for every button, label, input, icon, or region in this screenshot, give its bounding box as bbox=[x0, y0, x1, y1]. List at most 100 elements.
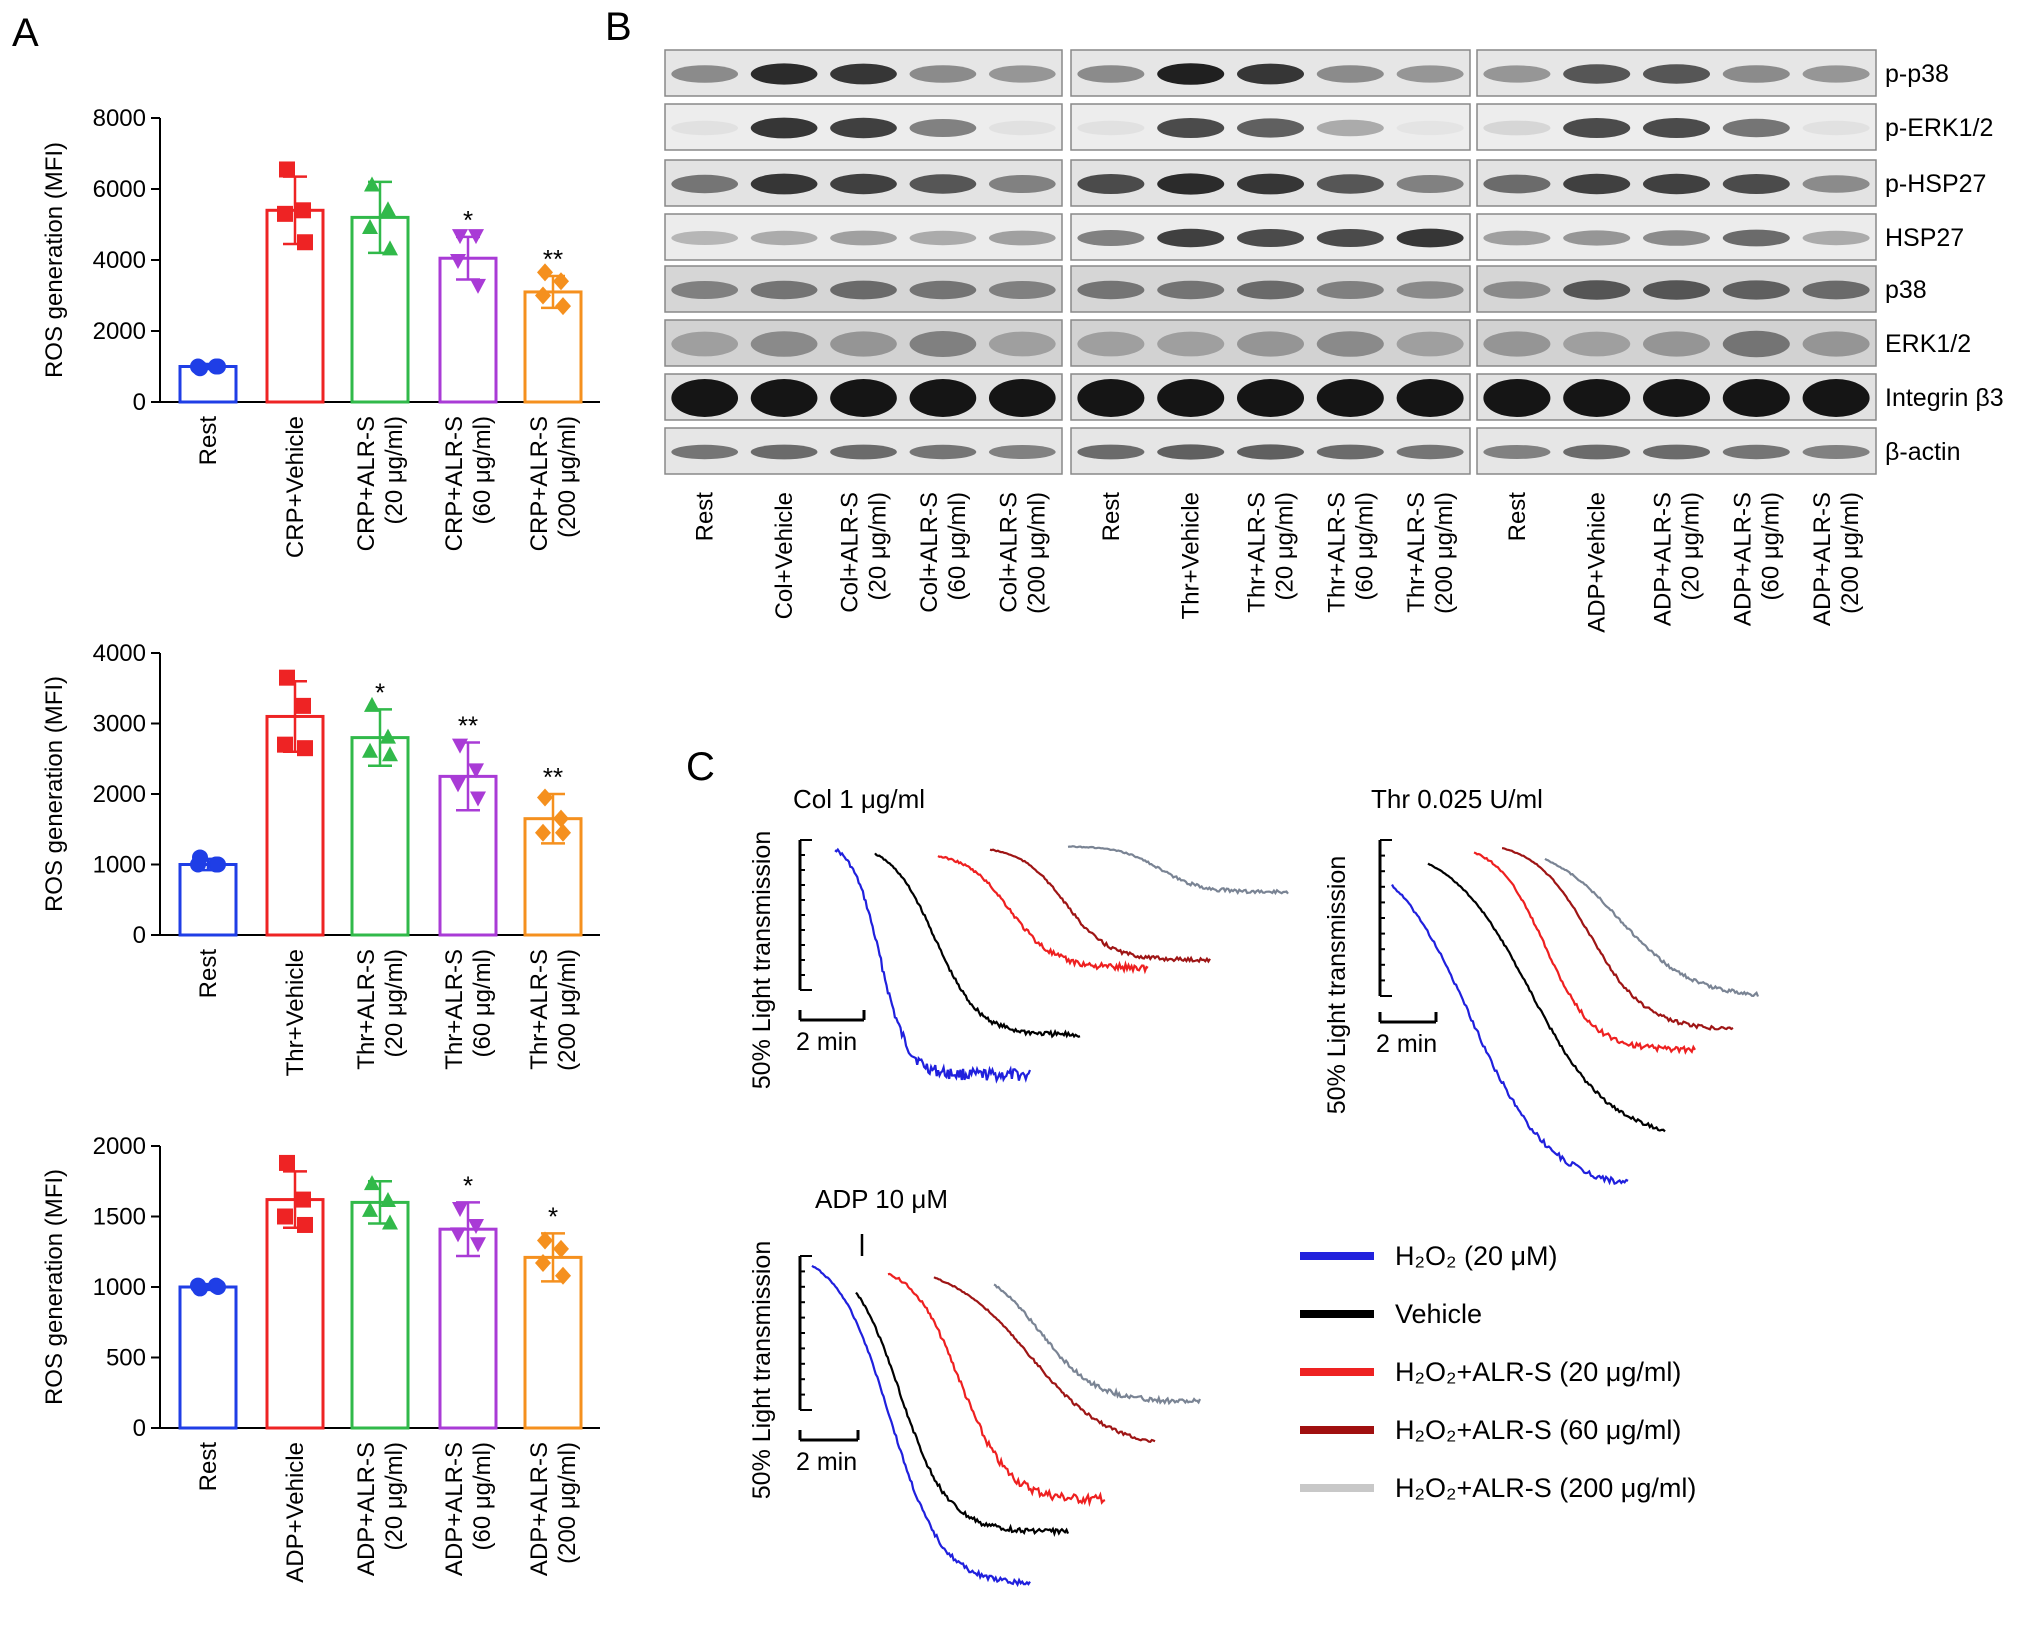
legend-label: H₂O₂+ALR-S (60 μg/ml) bbox=[1395, 1415, 1681, 1445]
significance-label: ** bbox=[543, 762, 563, 792]
blot-band bbox=[1722, 280, 1790, 300]
legend-label: Vehicle bbox=[1395, 1299, 1482, 1329]
lane-label: (200 μg/ml) bbox=[1431, 492, 1458, 614]
blot-band bbox=[1396, 228, 1464, 248]
blot-band bbox=[909, 379, 977, 417]
aggregation-trace bbox=[989, 848, 1211, 964]
light-transmission-label: 50% Light transmission bbox=[748, 831, 776, 1089]
lane-label: (60 μg/ml) bbox=[1757, 492, 1784, 601]
lane-label: (20 μg/ml) bbox=[865, 492, 892, 601]
aggregation-trace-panel: 2 min ADP 10 μM 50% Light transmission bbox=[748, 1184, 1202, 1588]
blot-row-label: p-p38 bbox=[1885, 60, 1949, 88]
data-point bbox=[190, 856, 206, 873]
blot-band bbox=[1157, 331, 1225, 357]
category-label: Thr+ALR-S bbox=[526, 949, 553, 1070]
lane-label: Thr+ALR-S bbox=[1323, 492, 1350, 613]
blot-band bbox=[1316, 331, 1384, 357]
bar bbox=[523, 1255, 583, 1430]
blot-row: HSP27 bbox=[664, 213, 1964, 261]
blot-row: ERK1/2 bbox=[664, 319, 1971, 367]
data-point bbox=[468, 763, 484, 779]
blot-band bbox=[1483, 331, 1551, 357]
y-tick-label: 1000 bbox=[93, 1274, 146, 1301]
blot-band bbox=[1563, 444, 1631, 460]
blot-band bbox=[1157, 118, 1225, 138]
category-label: CRP+ALR-S bbox=[353, 416, 380, 551]
data-point bbox=[210, 1279, 226, 1295]
bar bbox=[178, 365, 238, 404]
data-point bbox=[553, 1239, 569, 1258]
blot-band bbox=[671, 379, 739, 417]
data-point bbox=[277, 1208, 293, 1225]
data-point bbox=[380, 201, 396, 217]
blot-band bbox=[1316, 119, 1384, 137]
blot-band bbox=[909, 65, 977, 83]
blot-band bbox=[1642, 118, 1711, 138]
lane-label: Thr+ALR-S bbox=[1244, 492, 1271, 613]
blot-band bbox=[988, 445, 1056, 459]
lane-label: ADP+ALR-S bbox=[1729, 492, 1756, 626]
bar bbox=[350, 1200, 410, 1430]
y-axis-label: ROS generation (MFI) bbox=[41, 142, 68, 378]
bar bbox=[178, 863, 238, 937]
category-label: CRP+ALR-S bbox=[441, 416, 468, 551]
blot-band bbox=[1642, 444, 1711, 460]
legend-label: H₂O₂ (20 μM) bbox=[1395, 1241, 1558, 1271]
blot-row: p-p38 bbox=[664, 49, 1949, 97]
category-label: Thr+Vehicle bbox=[282, 949, 309, 1076]
significance-label: * bbox=[375, 677, 385, 707]
blot-band bbox=[1802, 120, 1870, 136]
category-label: Thr+ALR-S bbox=[353, 949, 380, 1070]
blot-band bbox=[1077, 331, 1145, 357]
blot-band bbox=[1722, 379, 1790, 417]
blot-band bbox=[1157, 379, 1225, 417]
category-label: Rest bbox=[195, 1442, 222, 1492]
category-label: CRP+ALR-S bbox=[526, 416, 553, 551]
legend-swatch bbox=[1300, 1310, 1374, 1318]
legend-label: H₂O₂+ALR-S (200 μg/ml) bbox=[1395, 1473, 1696, 1503]
data-point bbox=[364, 1175, 380, 1191]
blot-band bbox=[1077, 230, 1145, 246]
blot-band bbox=[1236, 444, 1305, 460]
blot-band bbox=[671, 120, 739, 136]
lane-label: (20 μg/ml) bbox=[1272, 492, 1299, 601]
blot-band bbox=[909, 280, 977, 300]
blot-band bbox=[988, 120, 1056, 136]
aggregation-trace bbox=[855, 1291, 1070, 1538]
y-tick-label: 0 bbox=[133, 1415, 146, 1442]
panel-label-a: A bbox=[12, 11, 39, 55]
lane-label: ADP+ALR-S bbox=[1809, 492, 1836, 626]
blot-row-label: p38 bbox=[1885, 276, 1927, 304]
y-axis-label: ROS generation (MFI) bbox=[41, 1169, 68, 1405]
blot-band bbox=[1396, 331, 1464, 357]
blot-band bbox=[1236, 63, 1305, 85]
blot-band bbox=[1236, 379, 1305, 417]
lane-label: (60 μg/ml) bbox=[944, 492, 971, 601]
data-point bbox=[470, 278, 486, 294]
data-point bbox=[452, 229, 468, 245]
blot-band bbox=[1316, 379, 1384, 417]
blot-band bbox=[1722, 65, 1790, 83]
blot-band bbox=[909, 444, 977, 460]
blot-band bbox=[1802, 280, 1870, 300]
y-tick-label: 1000 bbox=[93, 852, 146, 879]
time-scale-label: 2 min bbox=[796, 1448, 857, 1476]
blot-band bbox=[750, 173, 818, 195]
blot-band bbox=[988, 379, 1056, 417]
blot-band bbox=[750, 117, 818, 139]
blot-band bbox=[830, 117, 897, 139]
blot-band bbox=[1316, 65, 1384, 83]
blot-band bbox=[1483, 281, 1551, 299]
blot-band bbox=[671, 231, 739, 245]
blot-band bbox=[1316, 229, 1384, 247]
data-point bbox=[277, 736, 293, 753]
blot-row-label: ERK1/2 bbox=[1885, 330, 1971, 358]
blot-band bbox=[909, 174, 977, 194]
blot-band bbox=[1236, 118, 1305, 138]
data-point bbox=[452, 1202, 468, 1218]
trace-title: Thr 0.025 U/ml bbox=[1371, 784, 1543, 814]
blot-band bbox=[1563, 230, 1631, 246]
blot-band bbox=[750, 379, 818, 417]
blot-band bbox=[1077, 120, 1145, 136]
legend-swatch bbox=[1300, 1368, 1374, 1376]
